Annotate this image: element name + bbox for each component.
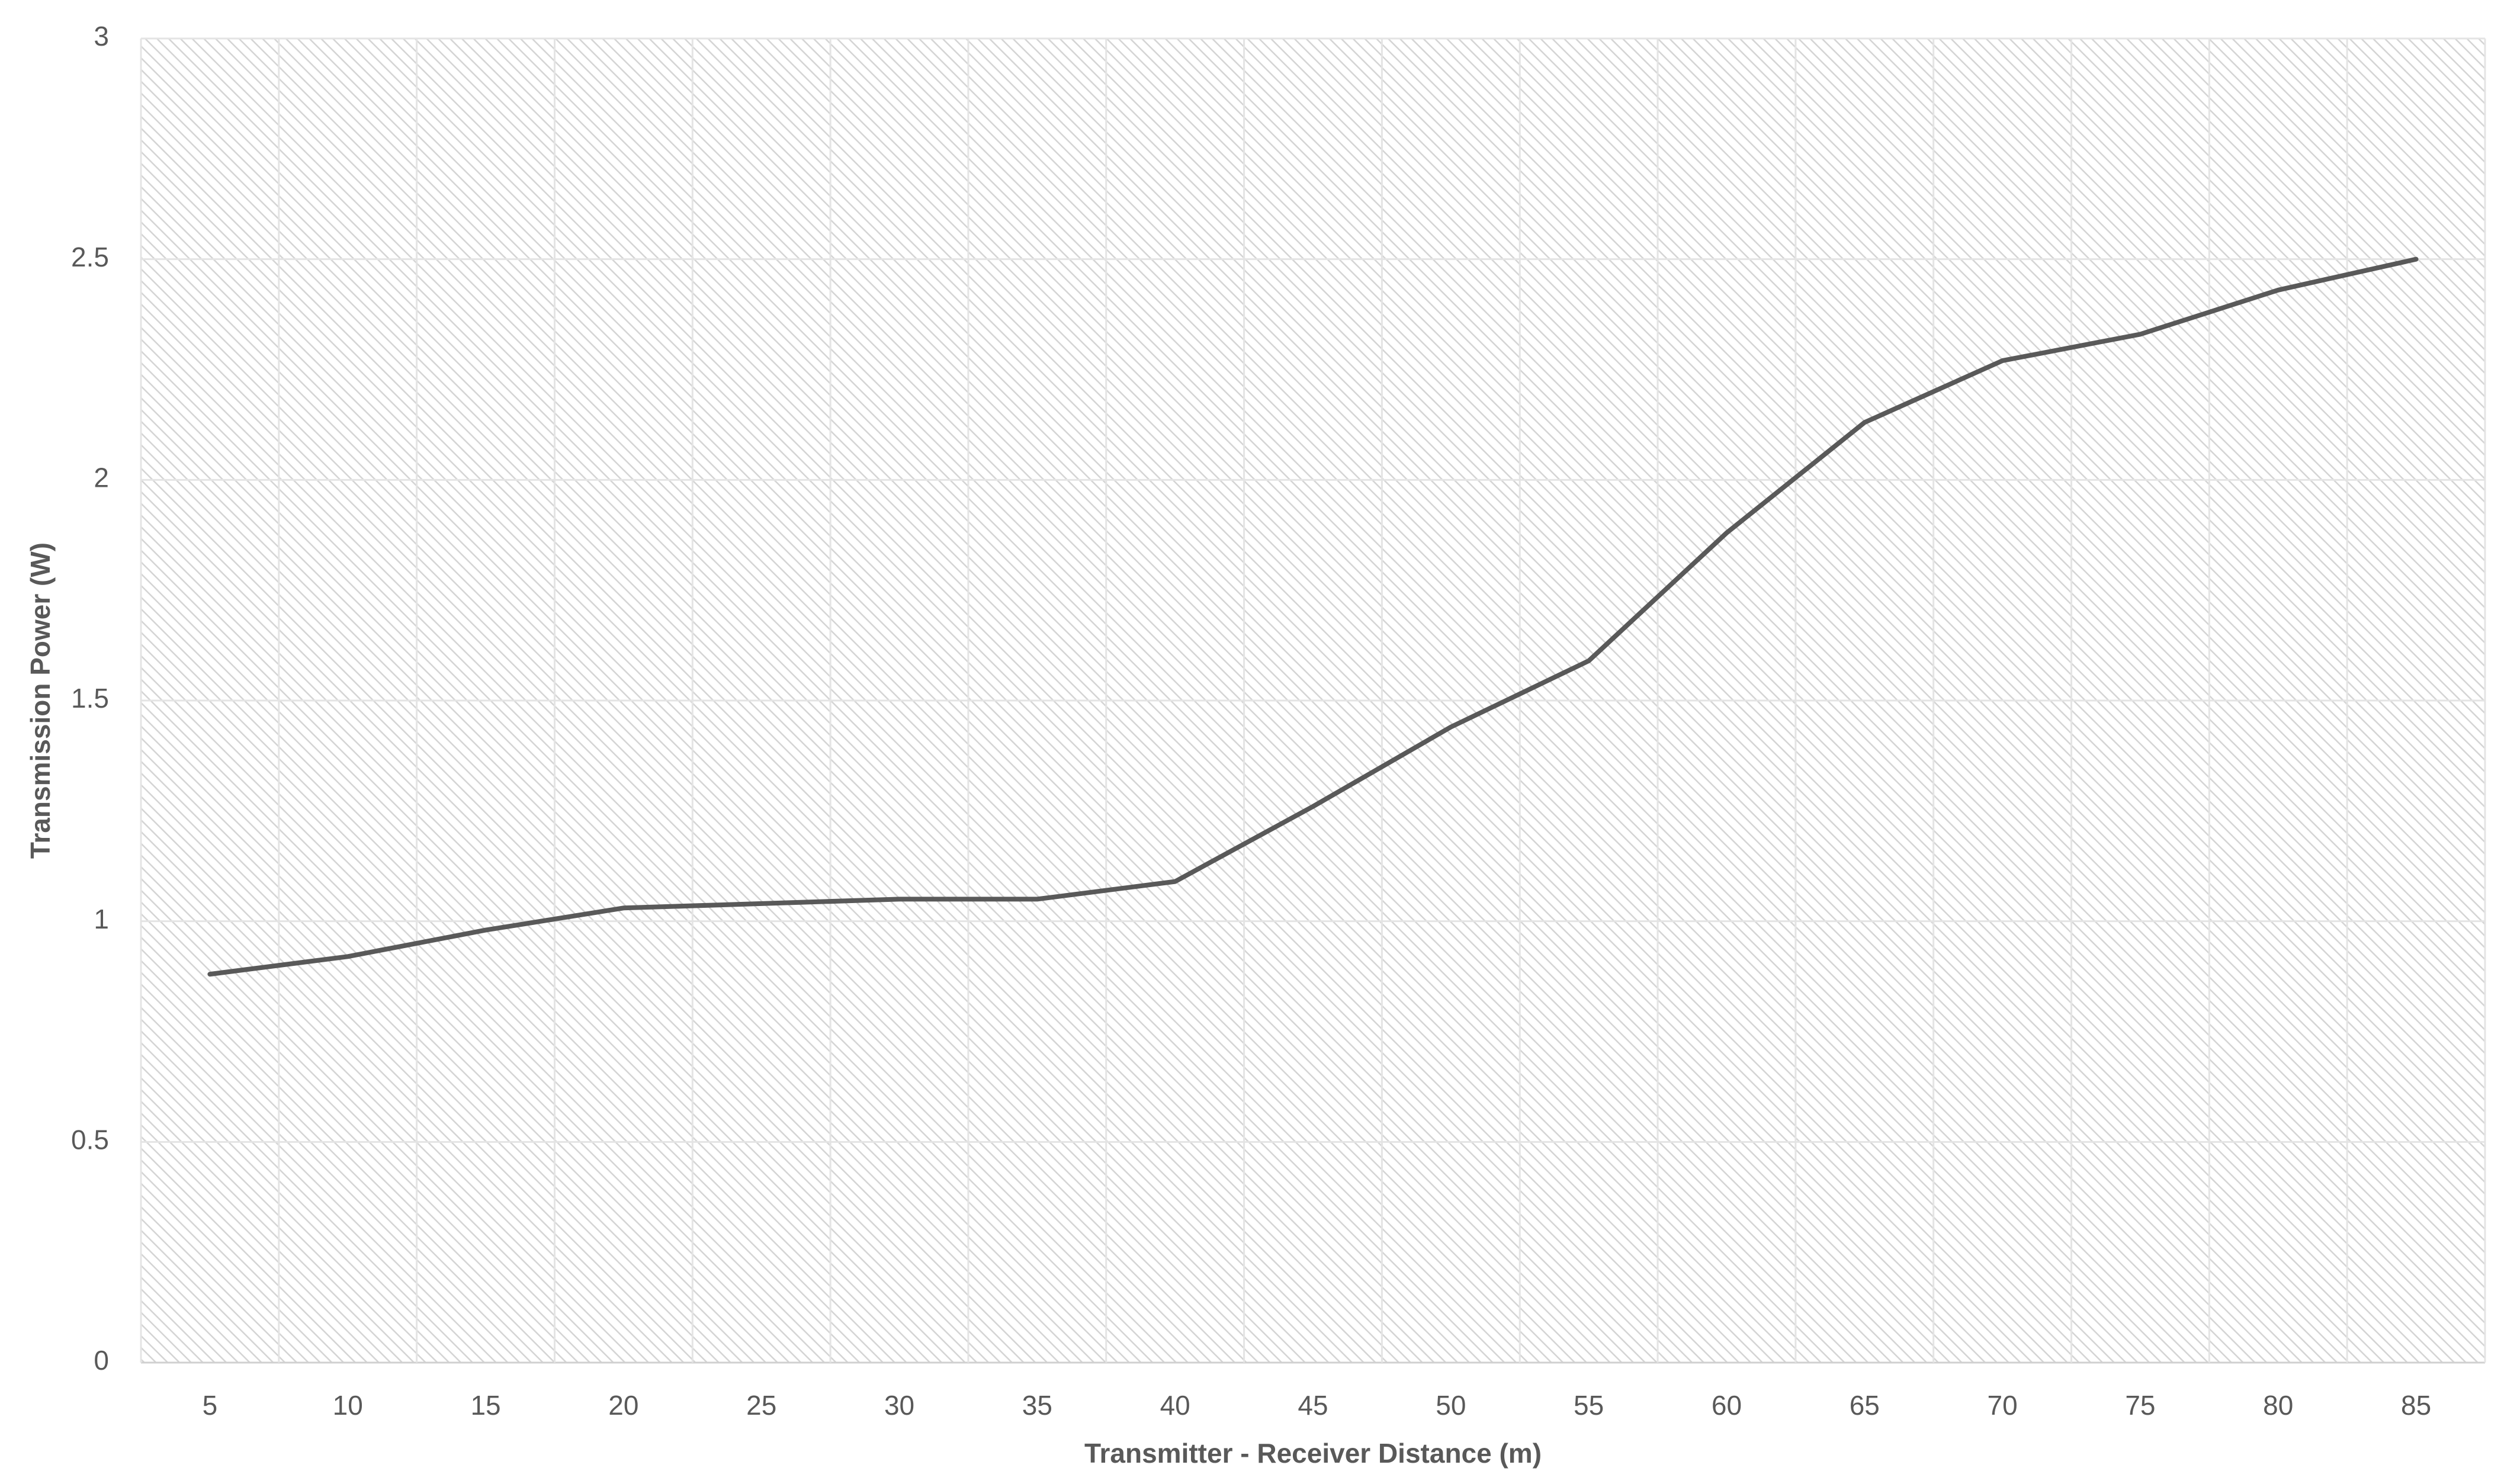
y-tick-label: 0 <box>94 1345 109 1376</box>
x-tick-label: 55 <box>1574 1390 1604 1421</box>
x-tick-label: 30 <box>884 1390 914 1421</box>
x-tick-label: 50 <box>1436 1390 1466 1421</box>
x-tick-label: 75 <box>2125 1390 2155 1421</box>
x-tick-label: 80 <box>2263 1390 2293 1421</box>
x-tick-label: 85 <box>2401 1390 2431 1421</box>
x-tick-label: 60 <box>1712 1390 1742 1421</box>
x-tick-label: 65 <box>1850 1390 1880 1421</box>
x-tick-label: 40 <box>1160 1390 1190 1421</box>
x-tick-label: 25 <box>746 1390 776 1421</box>
x-axis-title: Transmitter - Receiver Distance (m) <box>1084 1438 1542 1469</box>
y-tick-label: 1.5 <box>71 683 109 714</box>
line-series <box>207 256 2419 977</box>
x-tick-label: 45 <box>1298 1390 1328 1421</box>
x-tick-label: 5 <box>203 1390 218 1421</box>
y-tick-label: 2 <box>94 462 109 493</box>
x-tick-label: 10 <box>333 1390 363 1421</box>
x-tick-label: 70 <box>1988 1390 2018 1421</box>
y-tick-label: 3 <box>94 21 109 52</box>
y-tick-label: 0.5 <box>71 1124 109 1155</box>
y-axis-title: Transmission Power (W) <box>25 542 56 859</box>
x-tick-label: 20 <box>608 1390 638 1421</box>
y-tick-label: 1 <box>94 904 109 934</box>
y-tick-label: 2.5 <box>71 242 109 272</box>
x-tick-label: 35 <box>1022 1390 1052 1421</box>
x-tick-label: 15 <box>470 1390 500 1421</box>
